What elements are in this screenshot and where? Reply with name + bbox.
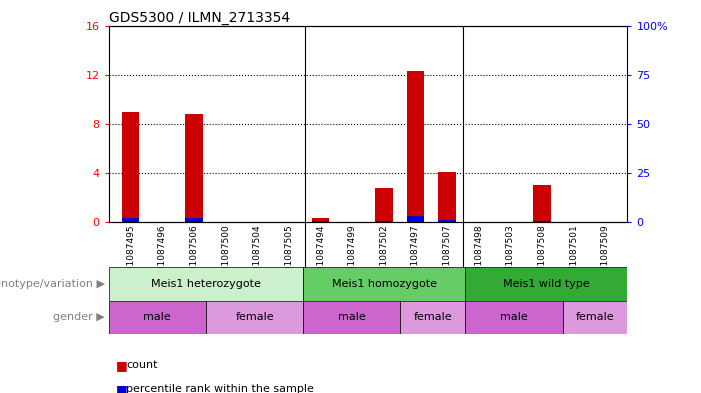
Text: GSM1087507: GSM1087507 [442,224,451,285]
Bar [438,220,456,222]
Text: Meis1 homozygote: Meis1 homozygote [332,279,437,289]
Bar [375,221,393,222]
Bar [533,221,551,222]
Bar [122,112,139,222]
Text: male: male [144,312,171,322]
Text: GSM1087508: GSM1087508 [538,224,547,285]
Bar [185,114,203,222]
Text: count: count [126,360,158,371]
Bar [185,218,203,222]
Text: GSM1087500: GSM1087500 [222,224,230,285]
Bar [438,172,456,222]
Text: ■: ■ [116,359,128,372]
Text: Meis1 wild type: Meis1 wild type [503,279,590,289]
Bar [206,301,303,334]
Text: GSM1087504: GSM1087504 [253,224,261,285]
Text: percentile rank within the sample: percentile rank within the sample [126,384,314,393]
Text: GSM1087497: GSM1087497 [411,224,420,285]
Text: GSM1087509: GSM1087509 [601,224,610,285]
Text: female: female [576,312,614,322]
Bar [312,219,329,222]
Text: GSM1087503: GSM1087503 [506,224,515,285]
Text: GSM1087506: GSM1087506 [189,224,198,285]
Text: GSM1087496: GSM1087496 [158,224,167,285]
Text: GDS5300 / ILMN_2713354: GDS5300 / ILMN_2713354 [109,11,290,24]
Text: female: female [414,312,452,322]
Bar [407,216,424,222]
Text: GSM1087505: GSM1087505 [285,224,294,285]
Text: GSM1087494: GSM1087494 [316,224,325,285]
Text: genotype/variation ▶: genotype/variation ▶ [0,279,105,289]
Text: gender ▶: gender ▶ [53,312,105,322]
Bar [312,221,329,222]
Bar [400,301,465,334]
Text: ■: ■ [116,382,128,393]
Bar [407,71,424,222]
Bar [109,301,206,334]
Text: male: male [338,312,366,322]
Text: female: female [236,312,274,322]
Bar [533,185,551,222]
Text: GSM1087495: GSM1087495 [126,224,135,285]
Text: male: male [500,312,528,322]
Bar [122,218,139,222]
Text: GSM1087499: GSM1087499 [348,224,357,285]
Text: GSM1087502: GSM1087502 [379,224,388,285]
Text: Meis1 heterozygote: Meis1 heterozygote [151,279,261,289]
Bar [303,267,465,301]
Bar [375,187,393,222]
Bar [303,301,400,334]
Bar [109,267,303,301]
Bar [465,301,562,334]
Bar [562,301,627,334]
Text: GSM1087501: GSM1087501 [569,224,578,285]
Bar [465,267,627,301]
Text: GSM1087498: GSM1087498 [475,224,483,285]
